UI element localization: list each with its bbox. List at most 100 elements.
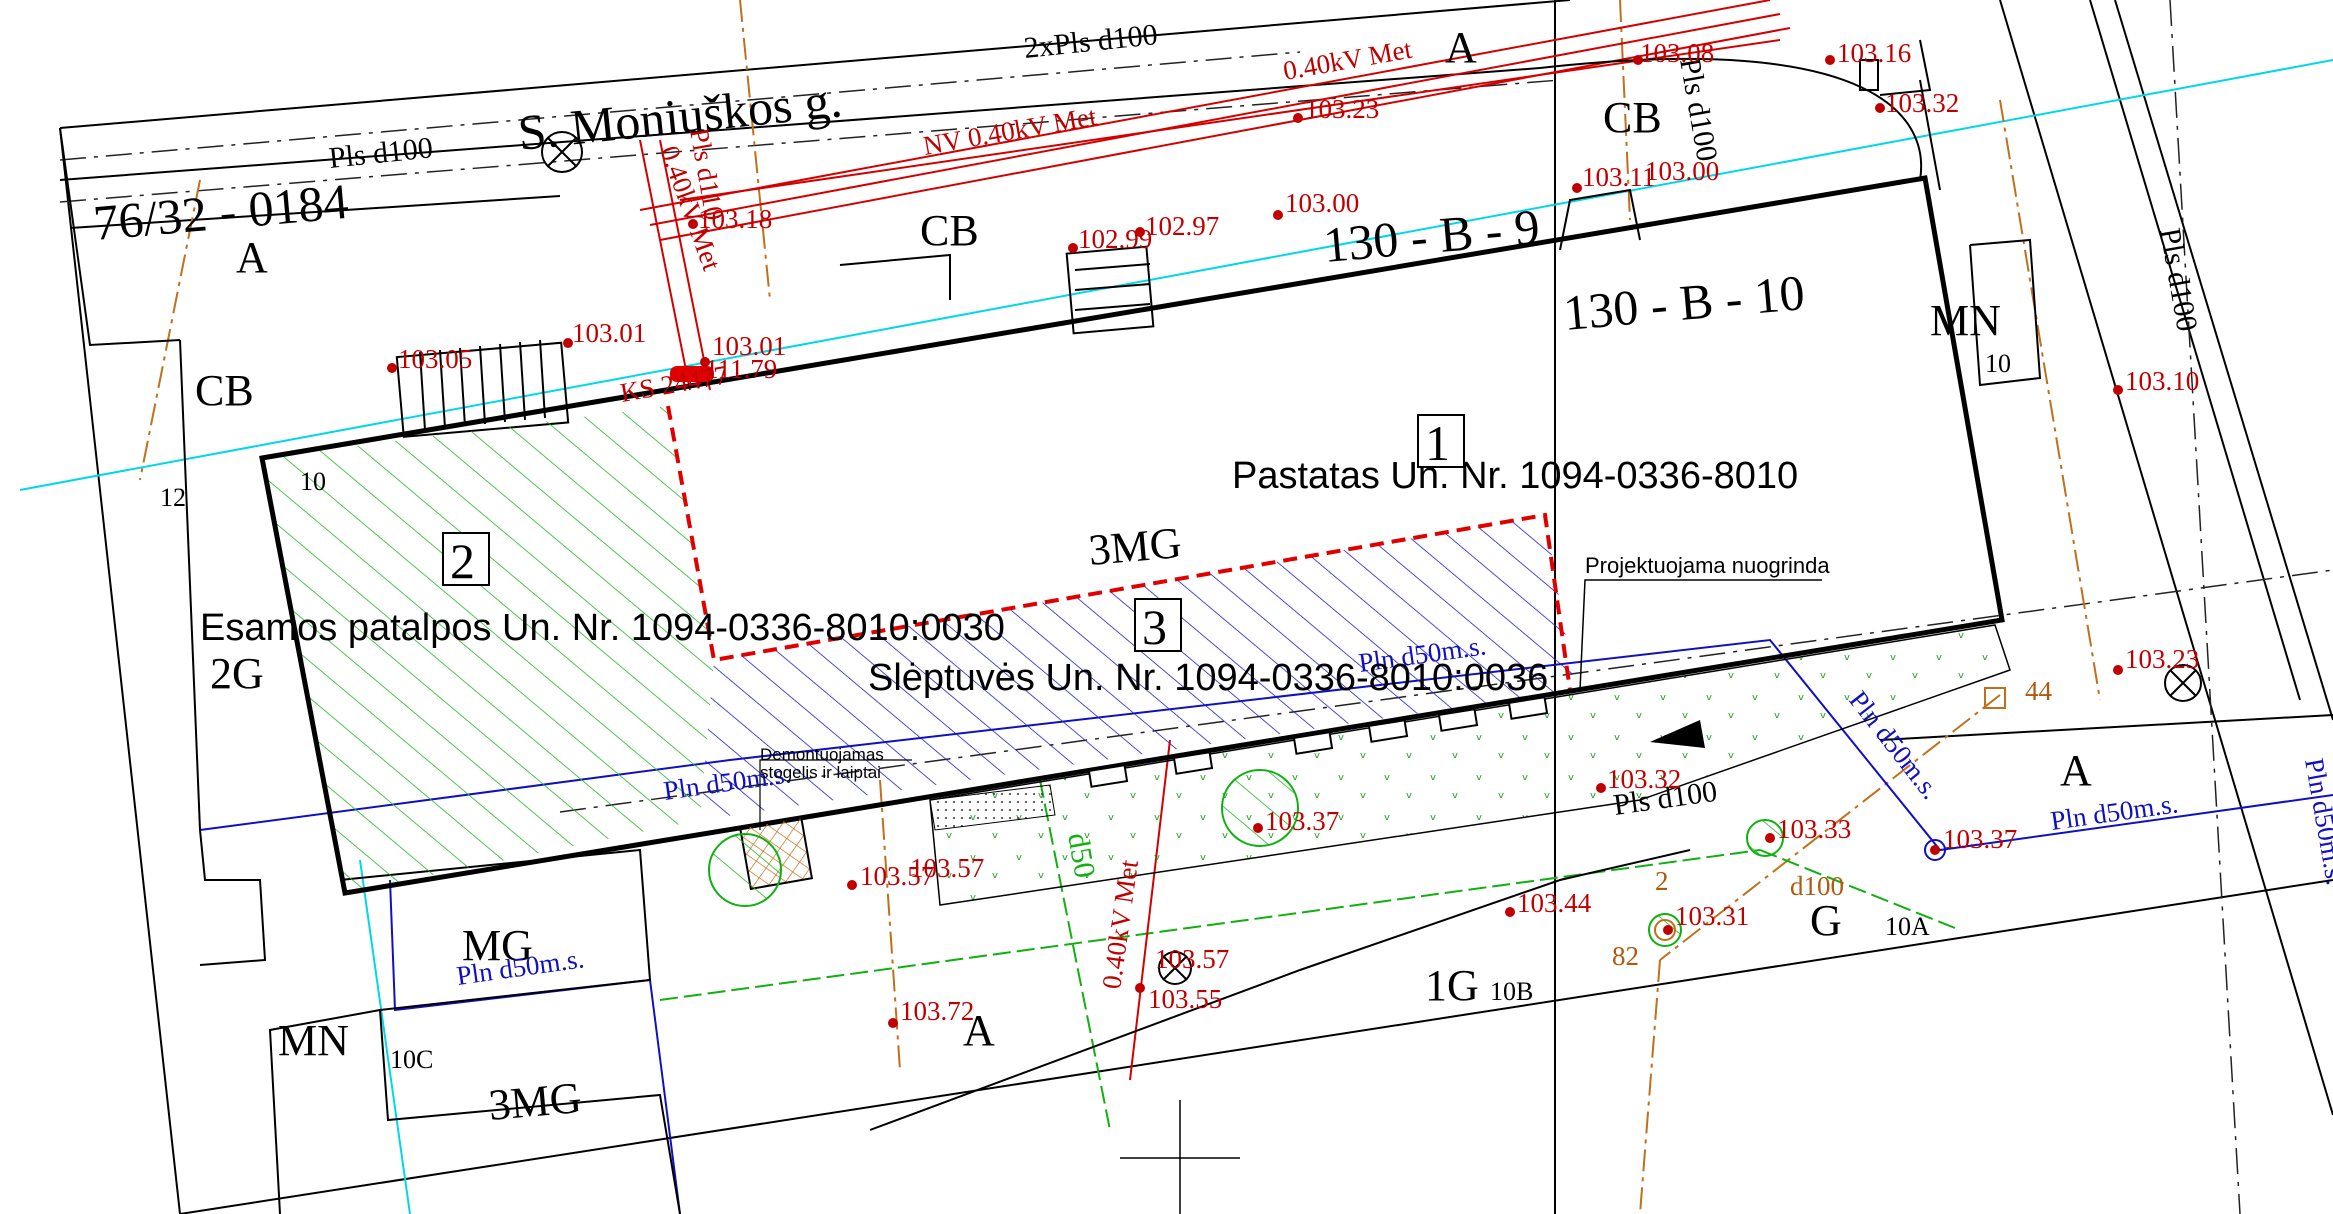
box-44 [1984,687,2006,709]
zone-a-right: A [2060,746,2092,795]
zone-cb-left: CB [195,366,254,415]
elev-label: 103.72 [900,996,974,1026]
elev-label: 103.44 [1517,888,1592,918]
ks-box [670,366,714,382]
elev-label: 103.31 [1675,901,1749,931]
unit-2-label: Esamos patalpos Un. Nr. 1094-0336-8010:0… [200,607,1005,649]
basement-windows [1087,696,1549,788]
elevation-points: 103.08 103.16 103.32 103.23 103.11 103.0… [387,38,2199,1028]
ramp-label: Projektuojama nuogrinda [1585,553,1830,578]
zone-3mg-center: 3MG [1087,518,1184,575]
survey-line-2 [359,859,411,1214]
zone-a-bottom: A [963,1006,995,1055]
demolish-leader [759,759,912,830]
elev-label: 103.33 [1777,814,1851,844]
unit-1-box [1417,414,1465,468]
zone-mn-bottom-left: MN [278,1016,349,1065]
elev-label: 103.18 [698,204,772,234]
main-building-outline [259,175,2005,896]
block-b10: 130 - B - 10 [1561,264,1807,341]
num-82: 82 [1612,941,1639,971]
zone-cb-top-right: CB [1603,93,1662,142]
plot-number: 76/32 - 0184 [91,173,350,251]
elev-label: 103.16 [1837,38,1911,68]
zone-1g-bottom: 1G [1425,961,1479,1010]
elev-label: 103.57 [1155,944,1229,974]
unit-2-box [442,532,490,586]
util-pls-left: Pls d100 [327,131,434,175]
elev-label: 103.05 [398,344,472,374]
elev-label: 103.32 [1885,88,1959,118]
entrance-arrow-icon [1650,720,1705,748]
elev-label: 103.37 [1265,806,1339,836]
elev-label: 103.11 [1582,162,1655,192]
grid-crosshair [1120,1100,1240,1214]
elev-label: 103.08 [1640,38,1714,68]
elev-label: 103.55 [1148,984,1222,1014]
num-44: 44 [2025,676,2053,706]
zone-cb-mid: CB [920,206,979,255]
num-10a: 10A [1885,912,1930,941]
zone-3mg-bottom: 3MG [487,1073,584,1130]
elev-label: 103.00 [1645,156,1719,186]
elev-label: 111.79 [705,354,777,384]
elev-label: 103.10 [2125,366,2199,396]
util-pln-edge: Pln d50m.s. [2299,756,2333,888]
util-pln-right: Pln d50m.s. [2049,788,2180,836]
zone-a-top-left: A [236,233,268,282]
unit-3-box [1134,598,1182,652]
elev-label: 102.99 [1078,224,1152,254]
unit-1-label: Pastatas Un. Nr. 1094-0336-8010 [1232,455,1798,497]
stairs-top [1065,245,1155,335]
num-10-corner: 10 [300,467,326,496]
elev-label: 103.01 [572,318,646,348]
elev-label: 103.57 [860,861,934,891]
neighbouring-outlines [59,39,2042,1214]
elev-label: 103.57 [910,853,984,883]
unit-3-number: 3 [1142,599,1167,655]
hydrant-symbol [1859,59,1879,91]
util-dim-2: 2 [1655,866,1669,896]
num-10c: 10C [390,1045,433,1074]
unit-3-label: Slėptuvės Un. Nr. 1094-0336-8010:0036 [868,657,1548,699]
well-symbol [1654,919,1676,941]
elev-label: 103.23 [1305,94,1379,124]
zone-a-top: A [1445,23,1477,72]
ramp-leader [1579,579,1822,691]
elev-label: 103.23 [2125,644,2199,674]
electric-lines [639,0,1791,1081]
demolish-label-2: stogelis ir laiptai [760,763,881,782]
elev-label: 103.32 [1607,764,1681,794]
num-10-right: 10 [1985,349,2011,378]
unit-2-number: 2 [450,533,475,589]
util-pls-top-mid: Pls d100 [1673,55,1724,163]
util-pls-2x: 2xPls d100 [1022,18,1159,65]
zone-mn-right: MN [1930,296,2001,345]
elev-label: 103.00 [1285,188,1359,218]
sewer-lines [139,0,2101,1214]
elev-label: 102.97 [1145,211,1219,241]
survey-line [19,59,2333,491]
unit-2-area [262,406,714,893]
util-d100: d100 [1790,871,1844,901]
unit-3-boundary [666,405,1572,691]
demolish-label-1: Demontuojamas [760,745,884,764]
valve-symbol [1924,839,1946,861]
unit-1-number: 1 [1425,415,1450,471]
landscaping-area [929,624,2011,906]
elev-label: 103.01 [712,331,786,361]
unit-3-area [700,515,1575,820]
zone-mg-bottom-left: MG [462,921,533,970]
paving-strip [929,784,1056,831]
num-12-left: 12 [160,483,186,512]
black-service-line [869,849,1691,1131]
num-10b: 10B [1490,977,1533,1006]
util-d50: d50 [1061,830,1101,880]
zone-g-right: G [1810,896,1842,945]
manhole-symbols [541,131,2202,985]
util-pls-right: Pls d100 [2153,225,2204,333]
elev-label: 103.37 [1943,824,2017,854]
zone-2g-left: 2G [210,649,264,698]
